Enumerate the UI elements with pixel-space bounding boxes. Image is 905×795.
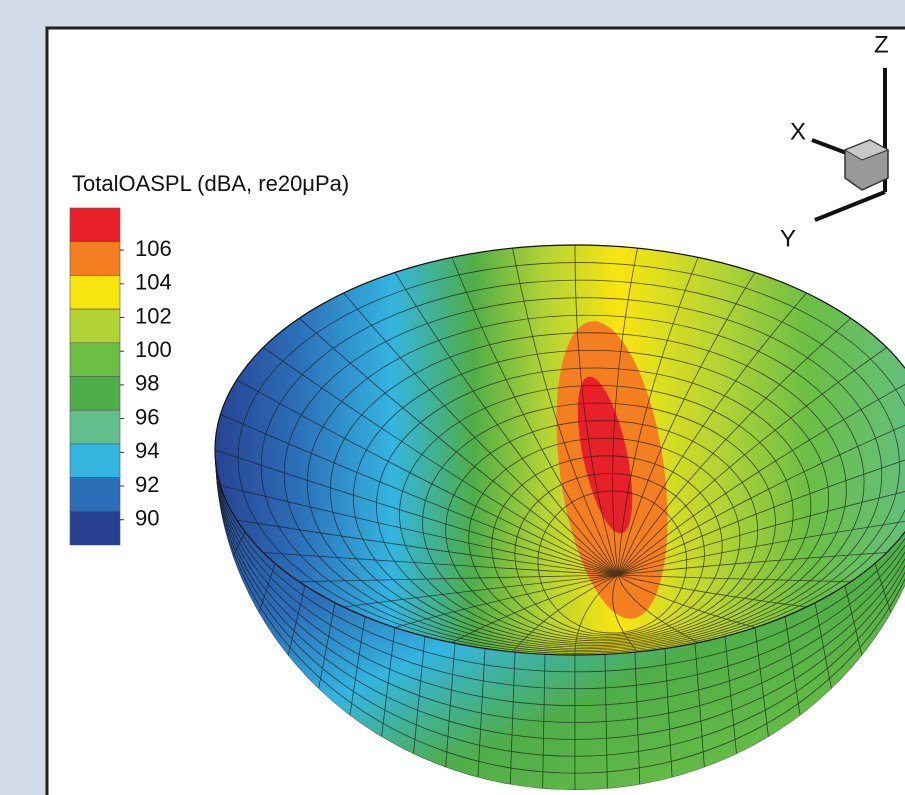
legend-label: 96	[135, 404, 159, 429]
chart: TotalOASPL (dBA, re20μPa) 106 104 102 100 98…	[0, 0, 905, 795]
legend-swatch	[70, 410, 120, 444]
legend-label: 104	[135, 270, 172, 295]
legend-label: 100	[135, 337, 172, 362]
legend-label: 98	[135, 371, 159, 396]
page: TotalOASPL (dBA, re20μPa) 106 104 102 100 98…	[0, 0, 905, 795]
legend-swatch	[70, 343, 120, 377]
legend-swatch	[70, 275, 120, 309]
legend-swatch	[70, 444, 120, 478]
axis-label: X	[790, 118, 806, 145]
legend-label: 92	[135, 472, 159, 497]
legend-swatch	[70, 377, 120, 411]
legend-swatch	[70, 511, 120, 545]
legend-swatch	[70, 309, 120, 343]
axis-label: Y	[780, 225, 796, 252]
legend-label: 102	[135, 303, 172, 328]
legend-label: 106	[135, 236, 172, 261]
legend-swatch	[70, 242, 120, 276]
legend-swatch	[70, 478, 120, 512]
legend-label: 90	[135, 506, 159, 531]
legend-title: TotalOASPL (dBA, re20μPa)	[72, 171, 349, 196]
axis-label: Z	[874, 31, 889, 58]
legend-swatch	[70, 208, 120, 242]
legend-label: 94	[135, 438, 159, 463]
